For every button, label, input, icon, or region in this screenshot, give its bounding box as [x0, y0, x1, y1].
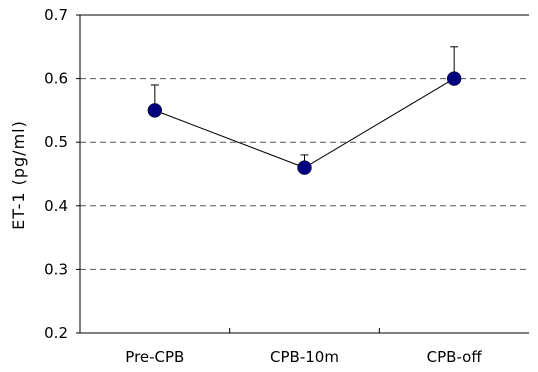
y-tick-label: 0.2: [44, 324, 68, 342]
axes: [79, 15, 529, 334]
y-ticks: 0.2 0.3 0.4 0.5 0.6 0.7: [44, 6, 80, 342]
series: [147, 46, 462, 175]
x-ticks: Pre-CPB CPB-10m CPB-off: [125, 328, 482, 366]
y-tick-label: 0.5: [44, 133, 68, 151]
y-tick-label: 0.4: [44, 197, 68, 215]
grid: [80, 14, 529, 270]
x-tick-label: Pre-CPB: [125, 348, 184, 366]
x-tick-label: CPB-off: [427, 348, 483, 366]
y-tick-label: 0.7: [44, 6, 68, 24]
y-axis-title: ET-1 (pg/ml): [9, 120, 28, 230]
y-tick-label: 0.3: [44, 260, 68, 278]
y-tick-label: 0.6: [44, 70, 68, 88]
x-tick-label: CPB-10m: [270, 348, 339, 366]
data-point: [446, 71, 462, 86]
data-point: [147, 103, 163, 118]
series-line: [154, 78, 455, 169]
data-point: [297, 160, 312, 175]
